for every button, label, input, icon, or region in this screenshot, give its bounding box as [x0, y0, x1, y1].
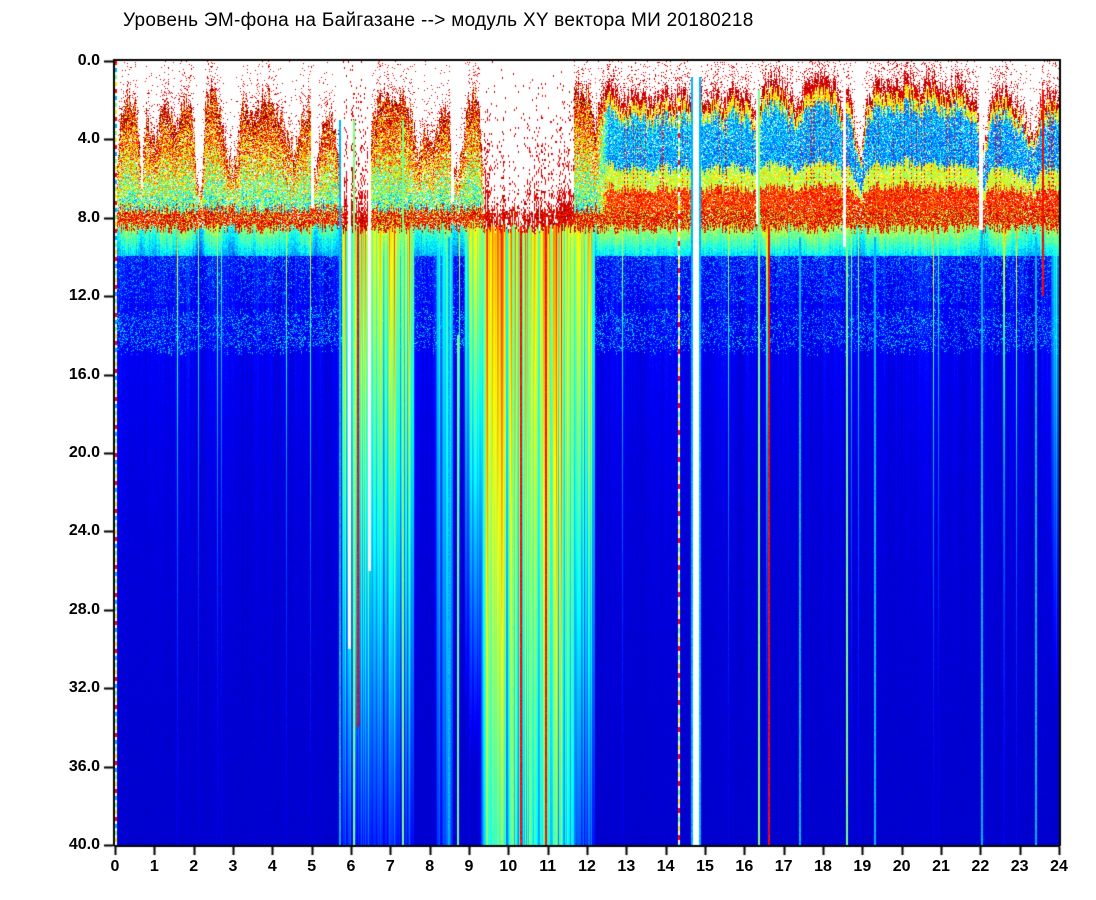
x-tick-label: 18 [814, 858, 832, 875]
x-tick-label: 9 [464, 858, 474, 875]
x-tick-label: 8 [425, 858, 435, 875]
x-tick-label: 17 [774, 858, 793, 875]
x-tick-label: 12 [578, 858, 596, 875]
x-tick-label: 15 [696, 858, 714, 875]
y-tick-label: 8.0 [77, 208, 100, 226]
x-tick-label: 20 [892, 858, 911, 875]
y-tick-label: 40.0 [68, 836, 100, 853]
x-tick-label: 10 [499, 858, 518, 875]
x-tick-label: 6 [346, 858, 356, 875]
x-tick-label: 22 [971, 858, 990, 875]
x-tick-label: 11 [539, 858, 557, 875]
x-tick-label: 16 [735, 858, 754, 875]
y-tick-label: 4.0 [77, 130, 100, 148]
y-tick-label: 0.0 [77, 52, 100, 69]
x-tick-label: 1 [149, 858, 159, 875]
y-tick-label: 28.0 [68, 600, 100, 618]
y-tick-label: 32.0 [68, 679, 100, 697]
x-tick-label: 13 [617, 858, 636, 875]
x-tick-label: 0 [110, 858, 120, 875]
y-tick-label: 12.0 [68, 287, 100, 305]
x-tick-label: 14 [656, 858, 675, 875]
y-tick-label: 20.0 [68, 444, 100, 461]
x-tick-label: 21 [932, 858, 950, 875]
x-tick-label: 7 [385, 858, 395, 875]
chart-title: Уровень ЭМ-фона на Байгазане --> модуль … [123, 10, 754, 31]
y-tick-label: 16.0 [68, 365, 100, 383]
x-tick-label: 3 [228, 858, 238, 875]
x-tick-label: 24 [1050, 858, 1068, 875]
x-tick-label: 19 [853, 858, 872, 875]
x-tick-label: 4 [267, 858, 277, 875]
x-tick-label: 2 [189, 858, 199, 875]
y-tick-label: 24.0 [68, 522, 100, 540]
y-tick-label: 36.0 [68, 757, 100, 775]
x-tick-label: 23 [1010, 858, 1029, 875]
x-tick-label: 5 [307, 858, 317, 875]
